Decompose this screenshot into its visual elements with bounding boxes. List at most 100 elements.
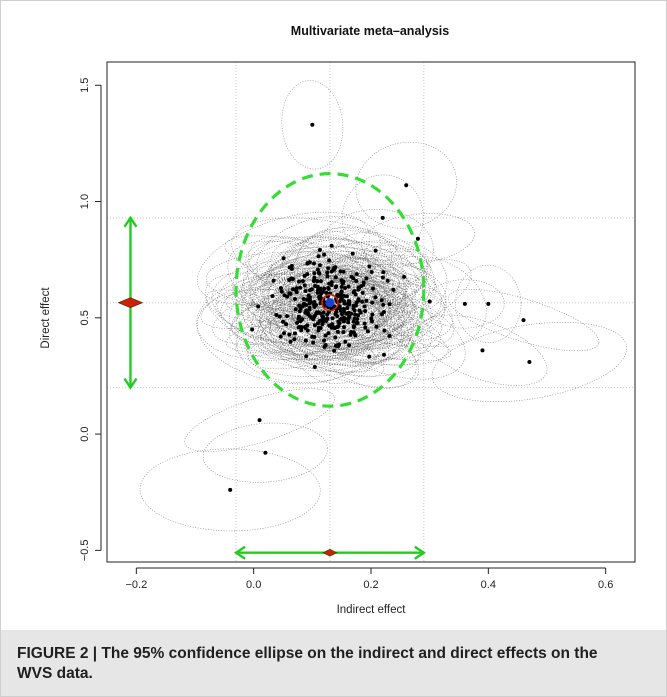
- study-ellipse: [276, 259, 388, 311]
- study-ellipse: [270, 236, 442, 326]
- study-point: [338, 269, 343, 274]
- study-ellipse: [240, 246, 408, 331]
- study-point: [339, 289, 344, 294]
- study-point: [344, 294, 349, 299]
- study-ellipse: [307, 259, 472, 350]
- study-point: [415, 236, 420, 241]
- study-ellipse: [339, 288, 405, 342]
- study-point: [310, 122, 315, 127]
- study-point: [305, 297, 310, 302]
- study-ellipse: [247, 294, 350, 360]
- study-point: [322, 286, 327, 291]
- study-ellipse: [228, 277, 411, 365]
- study-point: [337, 304, 342, 309]
- study-ellipse: [292, 267, 379, 361]
- study-ellipse: [258, 263, 437, 353]
- study-ellipse: [417, 314, 548, 386]
- study-point: [351, 306, 356, 311]
- study-point: [339, 312, 344, 317]
- study-ellipse: [253, 288, 422, 366]
- direct-interval-top-arrowhead: [123, 215, 138, 228]
- study-point: [373, 295, 378, 300]
- study-point: [369, 316, 374, 321]
- study-point: [277, 314, 282, 319]
- study-point: [462, 301, 467, 306]
- x-tick-label: 0.2: [363, 579, 378, 591]
- study-ellipse: [263, 256, 417, 347]
- study-ellipse: [260, 279, 385, 361]
- study-point: [373, 248, 378, 253]
- direct-interval-bottom-arrowhead: [123, 377, 138, 390]
- study-ellipse: [268, 230, 404, 325]
- x-axis: −0.2 0.0 0.2 0.4 0.6: [125, 567, 613, 591]
- study-point: [323, 333, 328, 338]
- study-point: [363, 309, 368, 314]
- y-tick-label: 1.0: [79, 194, 91, 209]
- study-ellipse: [288, 238, 354, 324]
- study-point: [296, 314, 301, 319]
- study-point: [307, 305, 312, 310]
- study-ellipse: [252, 304, 449, 366]
- study-point: [317, 263, 322, 268]
- study-point: [345, 306, 350, 311]
- study-point: [527, 360, 532, 364]
- study-point: [346, 302, 351, 307]
- study-point: [326, 266, 331, 271]
- study-ellipse: [272, 276, 405, 367]
- figure-caption: FIGURE 2 | The 95% confidence ellipse on…: [17, 645, 598, 682]
- study-ellipse: [447, 289, 600, 352]
- study-point: [346, 320, 351, 325]
- study-point: [285, 294, 290, 299]
- study-point: [315, 267, 320, 272]
- study-point: [352, 316, 357, 321]
- study-ellipse: [250, 254, 385, 319]
- study-point: [349, 330, 354, 335]
- study-point: [311, 340, 316, 345]
- study-point: [318, 279, 323, 284]
- y-tick-label: −0.5: [79, 540, 91, 562]
- study-point: [288, 339, 293, 344]
- study-ellipse: [290, 275, 406, 351]
- study-ellipse: [372, 256, 487, 347]
- study-point: [486, 301, 491, 306]
- study-ellipse: [232, 273, 388, 321]
- study-point: [300, 317, 305, 322]
- study-point: [344, 311, 349, 316]
- study-point: [311, 261, 316, 266]
- study-point: [298, 306, 303, 311]
- study-point: [347, 314, 352, 319]
- study-ellipse: [431, 321, 628, 403]
- study-point: [307, 295, 312, 300]
- study-point: [281, 256, 286, 261]
- study-point: [325, 270, 330, 275]
- study-point: [299, 328, 304, 333]
- study-ellipse: [184, 388, 335, 452]
- study-point: [295, 320, 300, 325]
- study-ellipse: [310, 257, 407, 341]
- study-point: [350, 251, 355, 256]
- pooled-estimate-overlay: [117, 172, 426, 560]
- study-point: [263, 450, 268, 455]
- study-point: [333, 335, 338, 340]
- study-point: [284, 322, 289, 327]
- plot-area-frame: [106, 61, 636, 563]
- study-point: [305, 328, 310, 333]
- study-point: [321, 310, 326, 315]
- study-point: [303, 288, 308, 293]
- study-point: [402, 274, 407, 279]
- study-point: [332, 265, 337, 270]
- study-ellipse: [299, 250, 428, 315]
- study-ellipse: [425, 279, 505, 329]
- study-point: [347, 343, 352, 348]
- study-point: [287, 277, 292, 282]
- study-point: [314, 311, 319, 316]
- study-point: [380, 215, 385, 220]
- study-point: [356, 286, 361, 291]
- study-point: [313, 284, 318, 289]
- study-ellipse: [281, 80, 344, 170]
- study-ellipse: [360, 213, 475, 265]
- study-point: [333, 285, 338, 290]
- study-ellipse: [331, 231, 435, 313]
- study-point: [343, 339, 348, 344]
